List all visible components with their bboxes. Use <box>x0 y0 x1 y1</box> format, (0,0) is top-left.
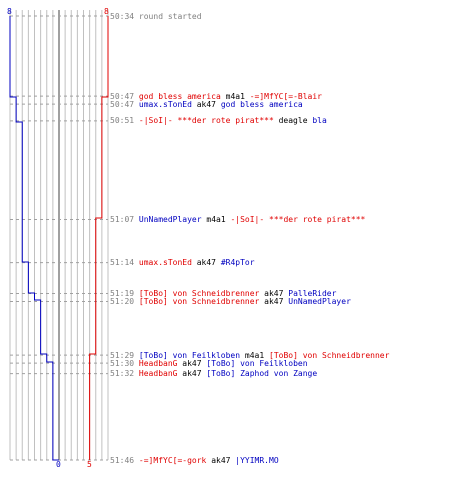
event-time: 51:30 <box>110 358 135 368</box>
kill-log-row: 51:30 HeadbanG ak47 [ToBo] von Feilklobe… <box>110 359 308 368</box>
weapon-name: ak47 <box>196 99 216 109</box>
weapon-name: ak47 <box>264 289 284 298</box>
killer-name: HeadbanG <box>138 369 178 379</box>
kill-log-row: 51:46 -=]MfYC[=-gork ak47 |YYIMR.MO <box>110 456 279 465</box>
killer-name: UnNamedPlayer <box>138 215 202 224</box>
victim-name: god bless america <box>220 99 303 109</box>
killer-name: [ToBo] von Feilkloben <box>138 350 241 360</box>
kill-log-row: 51:07 UnNamedPlayer m4a1 -|SoI|- ***der … <box>110 215 365 224</box>
red-end-count: 5 <box>87 460 92 469</box>
killer-name: -|SoI|- ***der rote pirat*** <box>138 116 274 126</box>
killer-name: god bless america <box>138 91 221 101</box>
kill-log-row: 51:32 HeadbanG ak47 [ToBo] Zaphod von Za… <box>110 369 317 378</box>
kill-log-row: 51:19 [ToBo] von Schneidbrenner ak47 Pal… <box>110 289 336 298</box>
event-time: 50:47 <box>110 99 135 109</box>
event-time: 51:19 <box>110 289 135 298</box>
killer-name: [ToBo] von Schneidbrenner <box>138 289 260 298</box>
victim-name: UnNamedPlayer <box>288 297 351 306</box>
kill-log-row: 51:29 [ToBo] von Feilkloben m4a1 [ToBo] … <box>110 351 389 360</box>
kill-log-row: 50:47 god bless america m4a1 -=]MfYC[=-B… <box>110 92 322 101</box>
event-time: 51:20 <box>110 297 135 306</box>
victim-name: bla <box>312 116 327 126</box>
event-time: 50:51 <box>110 116 135 126</box>
weapon-name: m4a1 <box>206 215 226 224</box>
event-time: 50:34 <box>110 11 135 21</box>
kill-log-row: 50:34 round started <box>110 12 202 21</box>
weapon-name: ak47 <box>264 297 284 306</box>
red-start-count: 8 <box>104 7 109 16</box>
weapon-name: ak47 <box>182 369 202 379</box>
kill-log-row: 51:14 umax.sTonEd ak47 #R4pTor <box>110 258 255 267</box>
killer-name: -=]MfYC[=-gork <box>138 455 207 465</box>
victim-name: PalleRider <box>288 289 337 298</box>
red-team-alive-line <box>89 16 109 460</box>
weapon-name: deagle <box>278 116 308 126</box>
killer-name: [ToBo] von Schneidbrenner <box>138 297 260 306</box>
event-text: round started <box>138 11 202 21</box>
blue-team-alive-line <box>9 16 59 461</box>
victim-name: -|SoI|- ***der rote pirat*** <box>230 215 366 224</box>
event-time: 51:46 <box>110 455 135 465</box>
blue-start-count: 8 <box>7 7 12 16</box>
timeline-grid <box>9 10 109 460</box>
weapon-name: ak47 <box>211 455 231 465</box>
kill-log-row: 50:47 umax.sTonEd ak47 god bless america <box>110 100 303 109</box>
event-time: 50:47 <box>110 91 135 101</box>
killer-name: HeadbanG <box>138 358 178 368</box>
victim-name: [ToBo] von Schneidbrenner <box>269 350 390 360</box>
killer-name: umax.sTonEd <box>138 258 192 268</box>
victim-name: #R4pTor <box>220 258 255 268</box>
weapon-name: m4a1 <box>244 350 265 360</box>
victim-name: |YYIMR.MO <box>235 455 279 465</box>
kill-log-row: 51:20 [ToBo] von Schneidbrenner ak47 UnN… <box>110 297 351 306</box>
event-time: 51:29 <box>110 350 135 360</box>
event-time: 51:14 <box>110 258 135 268</box>
kill-log-row: 50:51 -|SoI|- ***der rote pirat*** deagl… <box>110 116 327 125</box>
weapon-name: m4a1 <box>225 91 245 101</box>
event-time: 51:07 <box>110 215 135 224</box>
event-time: 51:32 <box>110 369 135 379</box>
killer-name: umax.sTonEd <box>138 99 192 109</box>
weapon-name: ak47 <box>196 258 216 268</box>
victim-name: [ToBo] von Feilkloben <box>206 358 308 368</box>
victim-name: -=]MfYC[=-Blair <box>249 91 322 101</box>
blue-end-count: 0 <box>56 460 61 469</box>
victim-name: [ToBo] Zaphod von Zange <box>206 369 318 379</box>
weapon-name: ak47 <box>182 358 202 368</box>
